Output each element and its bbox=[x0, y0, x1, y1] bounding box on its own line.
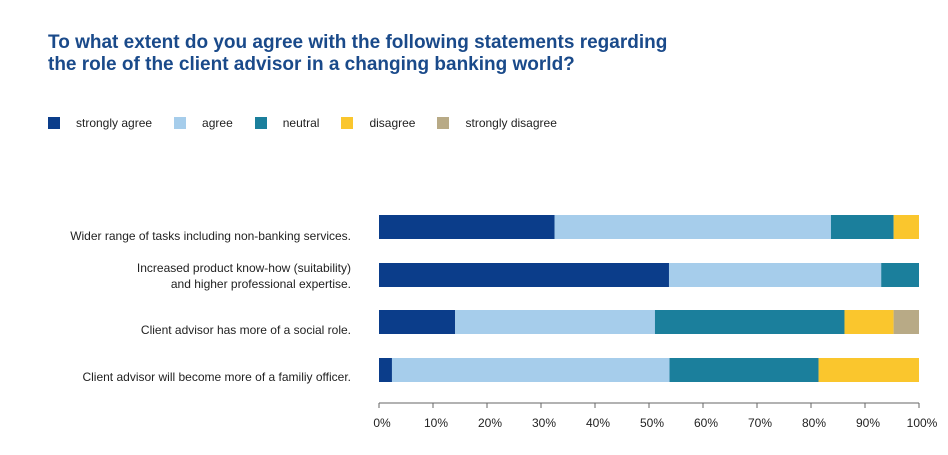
x-tick-label: 20% bbox=[478, 416, 502, 430]
bar-segment-strongly-agree-3 bbox=[379, 358, 392, 382]
legend-label: agree bbox=[202, 116, 233, 130]
chart-title: To what extent do you agree with the fol… bbox=[48, 32, 828, 76]
x-tick-label: 30% bbox=[532, 416, 556, 430]
x-tick-label: 70% bbox=[748, 416, 772, 430]
chart-title-line-2: the role of the client advisor in a chan… bbox=[48, 54, 575, 75]
category-label-product-know-how: Increased product know-how (suitability)… bbox=[136, 261, 351, 291]
legend-swatch bbox=[174, 117, 187, 129]
bar-segment-strongly-disagree-2 bbox=[893, 310, 919, 334]
bar-segment-agree-2 bbox=[455, 310, 655, 334]
x-tick-label: 0% bbox=[373, 416, 391, 430]
x-tick-label: 100% bbox=[907, 416, 938, 430]
x-tick-label: 10% bbox=[424, 416, 448, 430]
x-tick-label: 60% bbox=[694, 416, 718, 430]
bar-segment-disagree-2 bbox=[844, 310, 894, 334]
legend-item-strongly-disagree: strongly disagree bbox=[437, 116, 557, 130]
legend-label: disagree bbox=[369, 116, 416, 130]
bar-segment-strongly-agree-0 bbox=[379, 215, 555, 239]
x-tick-label: 80% bbox=[802, 416, 826, 430]
bar-segment-disagree-3 bbox=[818, 358, 919, 382]
legend-swatch bbox=[48, 117, 60, 129]
legend-swatch bbox=[254, 117, 267, 129]
x-tick-label: 40% bbox=[586, 416, 610, 430]
legend-swatch bbox=[341, 117, 354, 129]
category-label-social-role: Client advisor has more of a social role… bbox=[140, 323, 351, 337]
x-tick-label: 50% bbox=[640, 416, 664, 430]
legend-item-agree: agree bbox=[174, 116, 233, 130]
bar-segment-disagree-0 bbox=[893, 215, 919, 239]
legend-label: strongly agree bbox=[76, 116, 153, 130]
bar-segment-strongly-agree-2 bbox=[379, 310, 456, 334]
bar-segment-neutral-2 bbox=[654, 310, 845, 334]
legend-item-disagree: disagree bbox=[341, 116, 415, 130]
bar-segment-agree-1 bbox=[668, 263, 882, 287]
legend-item-neutral: neutral bbox=[254, 116, 320, 130]
bar-segment-neutral-0 bbox=[830, 215, 894, 239]
legend-item-strongly-agree: strongly agree bbox=[48, 116, 152, 130]
bar-segment-agree-0 bbox=[554, 215, 831, 239]
legend-label: neutral bbox=[282, 116, 320, 130]
bar-segment-agree-3 bbox=[391, 358, 670, 382]
bar-segment-neutral-1 bbox=[881, 263, 919, 287]
legend-swatch bbox=[437, 117, 450, 129]
category-label-family-officer: Client advisor will become more of a fam… bbox=[82, 370, 351, 384]
bar-segment-strongly-agree-1 bbox=[379, 263, 669, 287]
chart-legend: strongly agree agree neutral disagree st… bbox=[48, 115, 579, 131]
category-label-wider-range: Wider range of tasks including non-banki… bbox=[70, 229, 351, 243]
chart-title-line-1: To what extent do you agree with the fol… bbox=[48, 32, 668, 53]
x-tick-label: 90% bbox=[856, 416, 880, 430]
bar-segment-neutral-3 bbox=[669, 358, 819, 382]
legend-label: strongly disagree bbox=[465, 116, 557, 130]
